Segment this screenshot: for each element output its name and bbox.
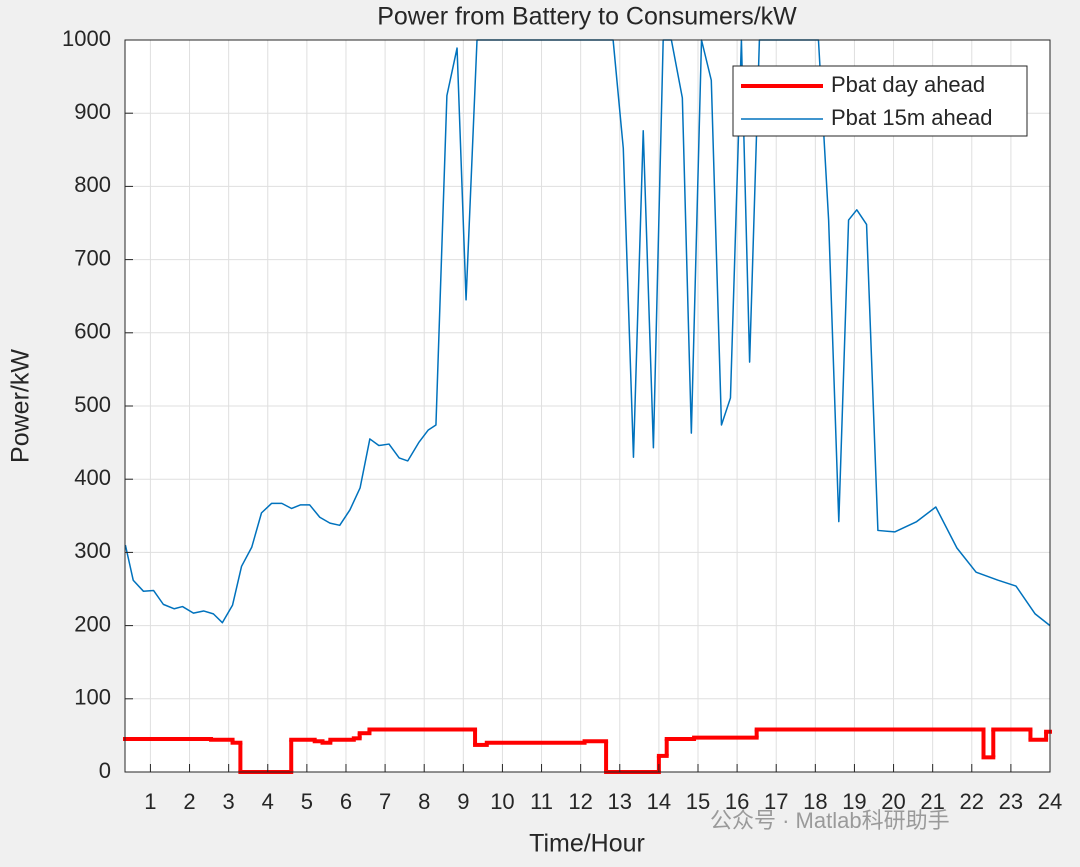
x-tick-label: 23 [999, 789, 1023, 814]
y-tick-label: 900 [74, 99, 111, 124]
legend-label: Pbat day ahead [831, 72, 985, 97]
x-tick-label: 22 [960, 789, 984, 814]
x-tick-label: 18 [803, 789, 827, 814]
chart-title: Power from Battery to Consumers/kW [377, 3, 797, 31]
y-tick-label: 500 [74, 392, 111, 417]
y-tick-label: 800 [74, 172, 111, 197]
watermark: 公众号 · Matlab科研助手 [710, 808, 950, 833]
x-tick-label: 4 [262, 789, 274, 814]
x-tick-label: 10 [490, 789, 514, 814]
x-axis-label: Time/Hour [529, 830, 645, 858]
y-tick-label: 400 [74, 465, 111, 490]
x-tick-label: 3 [223, 789, 235, 814]
y-axis-label: Power/kW [7, 349, 35, 463]
x-tick-label: 20 [881, 789, 905, 814]
x-tick-label: 2 [183, 789, 195, 814]
x-tick-label: 17 [764, 789, 788, 814]
x-tick-label: 24 [1038, 789, 1062, 814]
x-tick-label: 15 [686, 789, 710, 814]
line-series [124, 39, 1051, 627]
x-tick-label: 5 [301, 789, 313, 814]
legend-label: Pbat 15m ahead [831, 105, 992, 130]
legend-box [732, 65, 1028, 137]
y-tick-label: 300 [74, 538, 111, 563]
x-tick-label: 12 [568, 789, 592, 814]
x-tick-label: 1 [144, 789, 156, 814]
x-tick-label: 8 [418, 789, 430, 814]
x-tick-label: 7 [379, 789, 391, 814]
y-tick-label: 0 [99, 758, 111, 783]
legend: Pbat day ahead Pbat 15m ahead [732, 65, 1028, 137]
y-tick-label: 700 [74, 245, 111, 270]
x-tick-label: 9 [457, 789, 469, 814]
x-tick-label: 16 [725, 789, 749, 814]
x-tick-label: 6 [340, 789, 352, 814]
y-tick-label: 1000 [62, 26, 111, 51]
marks [123, 39, 1052, 774]
x-tick-label: 14 [647, 789, 671, 814]
x-tick-label: 19 [842, 789, 866, 814]
y-tick-label: 600 [74, 319, 111, 344]
y-tick-label: 200 [74, 611, 111, 636]
x-tick-label: 13 [608, 789, 632, 814]
x-tick-label: 21 [920, 789, 944, 814]
x-tick-label: 11 [530, 789, 553, 814]
ticks: 1 2 3 4 5 6 7 8 9 10 11 12 13 14 15 16 17 18 19 20 21 22 23 240… [62, 26, 1062, 814]
y-tick-label: 100 [74, 685, 111, 710]
